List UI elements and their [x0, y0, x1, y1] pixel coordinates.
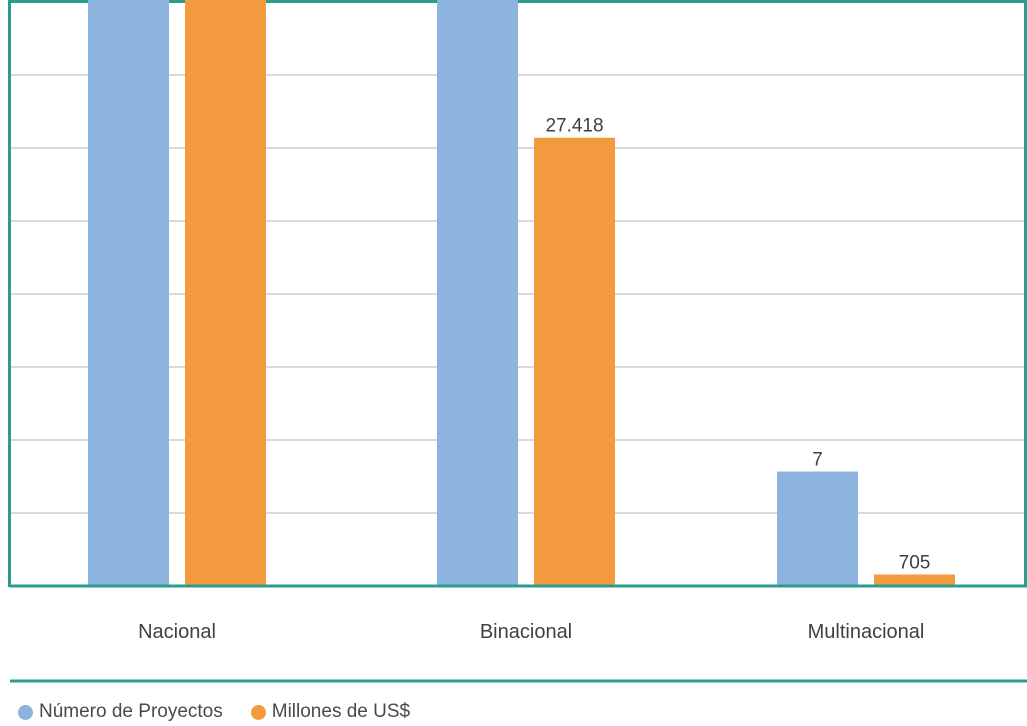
category-label: Multinacional	[808, 621, 925, 643]
data-label: 27.418	[545, 116, 603, 137]
legend-label-millones-usd: Millones de US$	[271, 701, 411, 722]
bar	[185, 0, 266, 586]
bar	[777, 471, 858, 586]
bar	[88, 0, 169, 586]
legend-item-millones-usd: Millones de US$	[250, 701, 411, 723]
data-label: 705	[899, 552, 931, 573]
category-label: Nacional	[138, 621, 216, 643]
bar	[534, 137, 615, 586]
legend-label-numero-proyectos: Número de Proyectos	[39, 701, 223, 722]
data-label: 7	[812, 450, 823, 471]
legend: Número de Proyectos Millones de US$	[18, 700, 410, 724]
legend-swatch-millones-usd	[250, 704, 266, 720]
bar-chart: 489154.313Nacional9727.418Binacional7705…	[8, 0, 1027, 683]
legend-item-numero-proyectos: Número de Proyectos	[18, 701, 223, 723]
category-label: Binacional	[480, 621, 572, 643]
legend-swatch-numero-proyectos	[18, 704, 33, 720]
bar	[874, 574, 955, 586]
bar	[437, 0, 518, 586]
